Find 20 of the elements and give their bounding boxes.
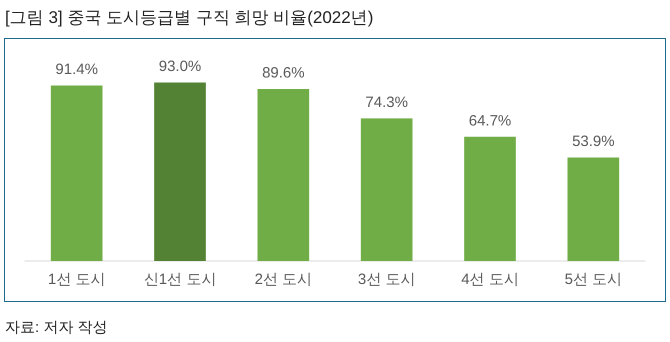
chart-title: [그림 3] 중국 도시등급별 구직 희망 비율(2022년): [5, 7, 374, 29]
x-tick-label: 1선 도시: [48, 271, 106, 288]
bar: [154, 82, 206, 261]
data-label: 89.6%: [262, 64, 305, 82]
x-tick-label: 4선 도시: [461, 271, 519, 288]
bar: [568, 158, 620, 261]
bar: [50, 86, 102, 261]
bar: [464, 136, 516, 261]
x-tick-label: 2선 도시: [254, 271, 312, 288]
data-label: 64.7%: [468, 112, 512, 130]
x-tick-label: 신1선 도시: [144, 271, 216, 288]
data-label: 91.4%: [55, 61, 98, 78]
x-tick-label: 3선 도시: [358, 271, 416, 288]
text: 자료: 저자 작성: [5, 318, 108, 337]
data-label: 74.3%: [365, 94, 408, 111]
data-label: 53.9%: [572, 133, 615, 150]
bar: [360, 118, 412, 261]
data-label: 93.0%: [158, 58, 202, 76]
x-tick-label: 5선 도시: [564, 271, 622, 288]
bar: [258, 88, 310, 261]
